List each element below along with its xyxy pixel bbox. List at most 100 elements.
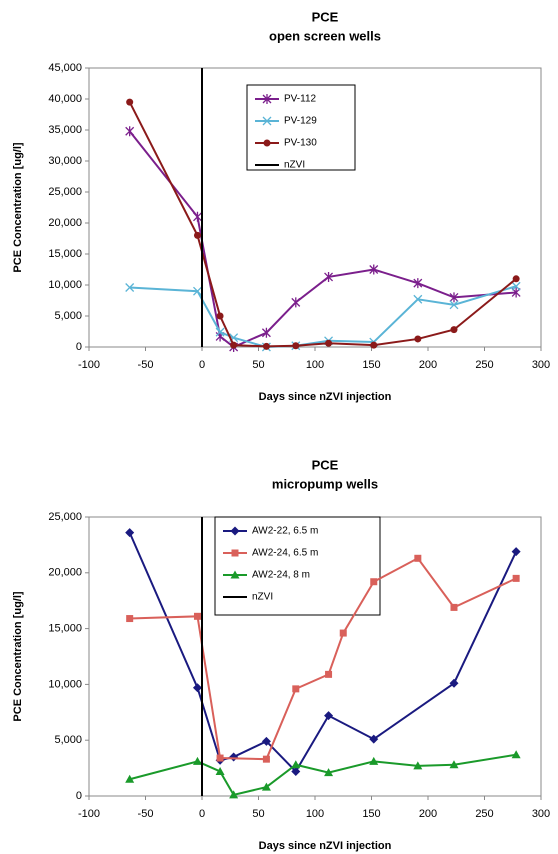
y-tick-label: 20,000 [48, 217, 82, 229]
legend-label: PV-130 [284, 138, 317, 149]
marker [413, 278, 423, 289]
y-tick-label: 0 [76, 790, 82, 802]
marker [216, 312, 224, 320]
y-tick-label: 30,000 [48, 155, 82, 167]
series-line [129, 285, 517, 349]
marker [449, 760, 459, 769]
marker [325, 670, 333, 678]
marker [125, 528, 135, 538]
y-tick-label: 5,000 [54, 734, 82, 746]
y-tick-label: 0 [76, 341, 82, 353]
marker [511, 281, 521, 291]
x-tick-label: 250 [475, 808, 493, 820]
marker [193, 612, 201, 620]
legend-label: AW2-24, 6.5 m [252, 548, 318, 559]
x-tick-label: 50 [252, 359, 264, 371]
marker [511, 750, 521, 759]
y-tick-label: 10,000 [48, 279, 82, 291]
marker [292, 685, 300, 693]
x-tick-label: 300 [532, 359, 550, 371]
marker [192, 756, 202, 765]
legend-marker [230, 526, 240, 536]
legend-label: PV-129 [284, 116, 317, 127]
marker [261, 736, 271, 746]
marker [511, 547, 521, 557]
marker [292, 342, 300, 350]
marker [193, 286, 202, 296]
marker [291, 760, 301, 769]
marker [126, 615, 134, 623]
marker [370, 341, 378, 349]
series-line [129, 753, 517, 797]
legend-marker [262, 94, 272, 104]
marker [414, 335, 422, 343]
marker [261, 782, 271, 791]
marker [512, 275, 520, 283]
x-tick-label: -100 [78, 808, 100, 820]
legend-marker [262, 116, 272, 126]
y-axis-label: PCE Concentration [ug/l] [12, 591, 24, 722]
marker [450, 326, 458, 334]
y-tick-label: 25,000 [48, 511, 82, 523]
x-axis-label: Days since nZVI injection [259, 391, 392, 403]
series-line [128, 532, 518, 774]
x-tick-label: -50 [138, 808, 154, 820]
legend-marker [230, 570, 240, 579]
marker [262, 755, 270, 763]
marker [215, 766, 225, 775]
y-axis-label: PCE Concentration [ug/l] [12, 142, 24, 273]
y-tick-label: 15,000 [48, 623, 82, 635]
marker [125, 283, 135, 292]
marker [261, 327, 271, 338]
y-tick-label: 5,000 [54, 310, 82, 322]
marker [339, 629, 347, 637]
y-tick-label: 15,000 [48, 248, 82, 260]
x-tick-label: 50 [252, 808, 264, 820]
marker [512, 574, 520, 582]
legend-label: nZVI [252, 592, 273, 603]
chart-title: PCE [312, 9, 339, 24]
marker [193, 231, 201, 239]
x-tick-label: 0 [199, 359, 205, 371]
legend-label: AW2-22, 6.5 m [252, 526, 318, 537]
x-tick-label: 300 [532, 808, 550, 820]
marker [125, 126, 135, 137]
marker [126, 98, 134, 106]
legend-label: AW2-24, 8 m [252, 570, 310, 581]
x-tick-label: 150 [362, 808, 380, 820]
marker [262, 342, 270, 350]
marker [370, 578, 378, 586]
x-tick-label: -100 [78, 359, 100, 371]
legend-label: PV-112 [284, 94, 316, 105]
legend-marker [231, 549, 239, 557]
chart-title: PCE [312, 457, 339, 472]
x-tick-label: 0 [199, 808, 205, 820]
x-axis-label: Days since nZVI injection [259, 840, 392, 852]
marker [325, 339, 333, 347]
marker [369, 264, 379, 275]
marker [215, 327, 225, 337]
marker [324, 768, 334, 777]
marker [216, 754, 224, 762]
marker [449, 678, 459, 688]
marker [369, 756, 379, 765]
legend-label: nZVI [284, 160, 305, 171]
y-tick-label: 40,000 [48, 93, 82, 105]
marker [449, 300, 459, 310]
marker [324, 711, 334, 721]
y-tick-label: 25,000 [48, 186, 82, 198]
chart-subtitle: open screen wells [269, 28, 381, 43]
marker [193, 211, 202, 222]
marker [125, 774, 135, 783]
y-tick-label: 10,000 [48, 678, 82, 690]
x-tick-label: 100 [306, 808, 324, 820]
marker [413, 294, 423, 304]
y-tick-label: 20,000 [48, 567, 82, 579]
legend-box [214, 516, 381, 616]
chart-subtitle: micropump wells [272, 476, 378, 491]
marker [291, 766, 301, 776]
marker [230, 341, 238, 349]
marker [324, 271, 334, 282]
marker [369, 734, 379, 744]
